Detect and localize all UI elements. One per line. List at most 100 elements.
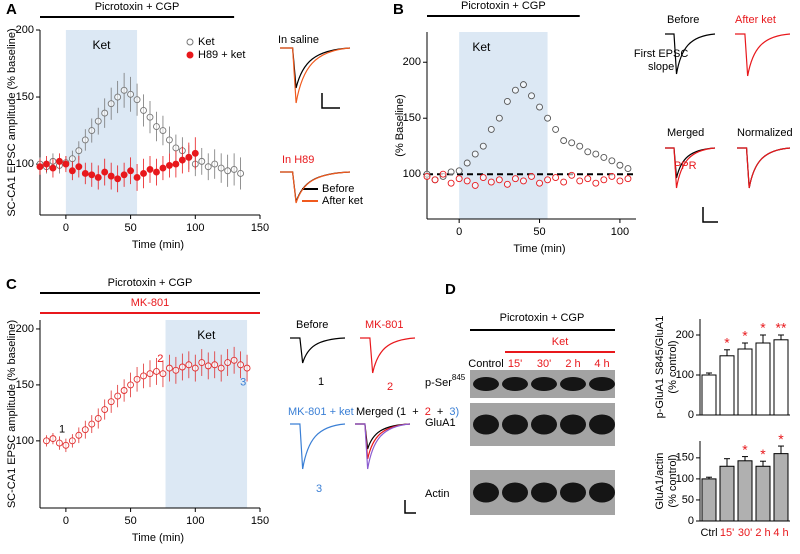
point [624, 175, 632, 183]
point [107, 100, 115, 108]
point [120, 171, 128, 179]
point [204, 163, 212, 171]
significance: * [724, 335, 730, 351]
bar [737, 348, 753, 416]
point [140, 169, 147, 177]
y-tick-label: 200 [16, 323, 34, 335]
point [237, 169, 245, 177]
point [185, 361, 193, 369]
x-tick-label: 100 [186, 515, 204, 527]
point [81, 426, 89, 434]
point [127, 167, 135, 175]
trace-label-part: 2 [425, 406, 431, 418]
point [520, 81, 527, 89]
point [153, 368, 160, 375]
point [600, 153, 608, 161]
y-tick-label: 100 [676, 369, 694, 381]
point [230, 165, 238, 173]
y-tick-label: 200 [403, 56, 421, 68]
trace-label-part: 3) [449, 406, 459, 418]
point [471, 150, 479, 158]
y-axis-label: (% Baseline) [394, 94, 406, 156]
point [191, 149, 199, 157]
series-label: First EPSC slope [634, 48, 688, 73]
legend-marker [186, 51, 194, 59]
blot-lane-label: 4 h [594, 358, 609, 370]
point [224, 359, 232, 366]
x-tick-label: 150 [251, 222, 269, 234]
point [576, 177, 584, 185]
point [88, 171, 96, 179]
point [172, 366, 180, 374]
point [172, 144, 180, 152]
point [172, 160, 180, 168]
point [511, 86, 519, 94]
point [165, 161, 173, 169]
bar [719, 465, 735, 522]
point [479, 174, 487, 182]
shade [459, 32, 548, 219]
x-axis-label: Time (min) [132, 239, 184, 251]
blot-band [589, 414, 615, 435]
point [68, 155, 76, 163]
point [447, 168, 455, 176]
blot-band [560, 482, 586, 503]
x-tick-label: 50 [533, 226, 545, 238]
point [439, 170, 447, 178]
series-label: PPR [674, 160, 697, 172]
trace [355, 423, 411, 450]
x-tick-label: 100 [611, 226, 629, 238]
point [584, 175, 592, 183]
y-axis-label: SC-CA1 EPSC amplitude (% baseline) [6, 320, 18, 508]
point [101, 168, 109, 176]
trace [737, 147, 791, 189]
point [592, 150, 600, 158]
point [568, 139, 576, 147]
significance: * [760, 320, 766, 336]
point [224, 167, 232, 175]
point [107, 172, 115, 180]
blot-band [473, 482, 499, 503]
bar [719, 355, 735, 416]
point [153, 168, 160, 176]
point [463, 177, 471, 185]
point [127, 90, 135, 98]
y-tick-label: 150 [16, 91, 34, 103]
x-axis-label: Time (min) [513, 243, 565, 255]
blot-band [531, 377, 557, 391]
blot-lane-label: 15' [508, 358, 522, 370]
y-axis-label: GluA1/actin [654, 453, 666, 510]
x-tick-label: 50 [124, 515, 136, 527]
point [576, 142, 584, 150]
point [503, 180, 511, 188]
point [447, 179, 455, 187]
point [55, 157, 63, 165]
trace-label: Before [667, 14, 699, 26]
point [600, 176, 608, 184]
legend-label: Ket [198, 36, 215, 48]
point [495, 114, 503, 122]
blot-band [560, 377, 586, 391]
legend-label: Before [322, 183, 354, 195]
shade-label: Ket [92, 38, 111, 52]
point [198, 157, 206, 165]
point [616, 161, 624, 169]
y-tick-label: 150 [16, 379, 34, 391]
point [455, 175, 463, 183]
x-tick-label: 15' [720, 527, 734, 539]
point [114, 93, 122, 101]
point [43, 160, 50, 168]
point [616, 177, 624, 185]
blot-band [560, 414, 586, 435]
panel-label: D [445, 281, 456, 298]
point [146, 113, 154, 121]
point [608, 157, 616, 165]
significance: * [742, 328, 748, 344]
trace [355, 423, 411, 470]
trace-label: In H89 [282, 154, 314, 166]
blot-lane-label: Control [468, 358, 503, 370]
point [568, 171, 576, 179]
y-tick-label: 150 [676, 452, 694, 464]
